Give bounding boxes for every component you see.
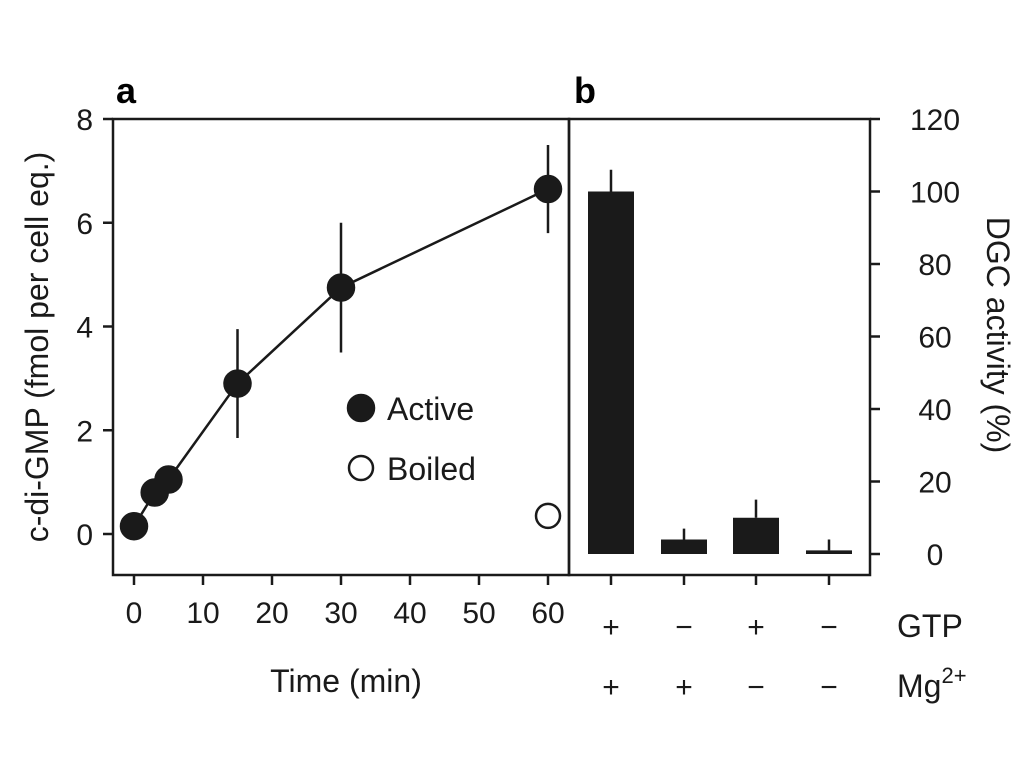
panel-b-letter: b [574,70,596,111]
data-point-active [326,273,356,302]
panel-a-letter: a [116,70,137,111]
bar [733,517,779,554]
legend-label: Active [387,391,474,427]
panel-b-frame [567,117,872,577]
y-tick-label: 40 [918,394,951,427]
legend-marker [347,454,375,482]
panel-a-ticks: 0 10 20 30 40 50 60 0 2 4 6 8 [76,104,564,630]
y-tick-label: 8 [76,104,93,137]
y-tick-label: 80 [918,249,951,282]
y-tick-label: 20 [918,467,951,500]
condition-symbol: + [747,611,765,644]
x-tick-label: 0 [126,597,143,630]
legend-label: Boiled [387,451,476,487]
y-tick-label: 2 [76,415,93,448]
condition-symbol: − [747,671,765,704]
y-tick-label: 120 [910,104,960,137]
panel-a-marks [119,144,563,541]
bar [661,539,707,554]
panel-b-conditions: + − + − GTP + + − − Mg2+ [602,608,966,704]
condition-symbol: − [675,611,693,644]
condition-symbol: + [602,611,620,644]
condition-symbol: − [820,671,838,704]
data-point-boiled [534,502,562,530]
y-tick-label: 0 [76,519,93,552]
y-tick-label: 100 [910,177,960,210]
x-tick-label: 30 [324,597,357,630]
y-tick-label: 6 [76,208,93,241]
panel-a-legend: Active Boiled [346,391,476,487]
condition-row-label: Mg2+ [897,663,967,704]
condition-symbol: + [602,671,620,704]
y-tick-label: 0 [927,539,944,572]
panel-b-marks [588,169,852,554]
legend-marker [346,393,376,423]
panel-b-y-axis-title: DGC activity (%) [980,217,1016,453]
x-tick-label: 60 [531,597,564,630]
y-tick-label: 4 [76,312,93,345]
panel-b-ticks: 0 20 40 60 80 100 120 [609,104,960,585]
data-point-active [154,465,183,494]
condition-symbol: − [820,611,838,644]
y-tick-label: 60 [918,322,951,355]
data-point-active [223,369,252,398]
data-point-active [119,511,149,541]
panel-a-x-axis-title: Time (min) [270,663,422,699]
x-tick-label: 40 [393,597,426,630]
panel-a-y-axis-title: c-di-GMP (fmol per cell eq.) [19,152,55,543]
x-tick-label: 20 [255,597,288,630]
x-tick-label: 50 [462,597,495,630]
bar [588,191,634,554]
bar [806,550,852,554]
condition-row-label: GTP [897,608,963,644]
x-tick-label: 10 [186,597,219,630]
condition-symbol: + [675,671,693,704]
data-point-active [533,174,563,204]
